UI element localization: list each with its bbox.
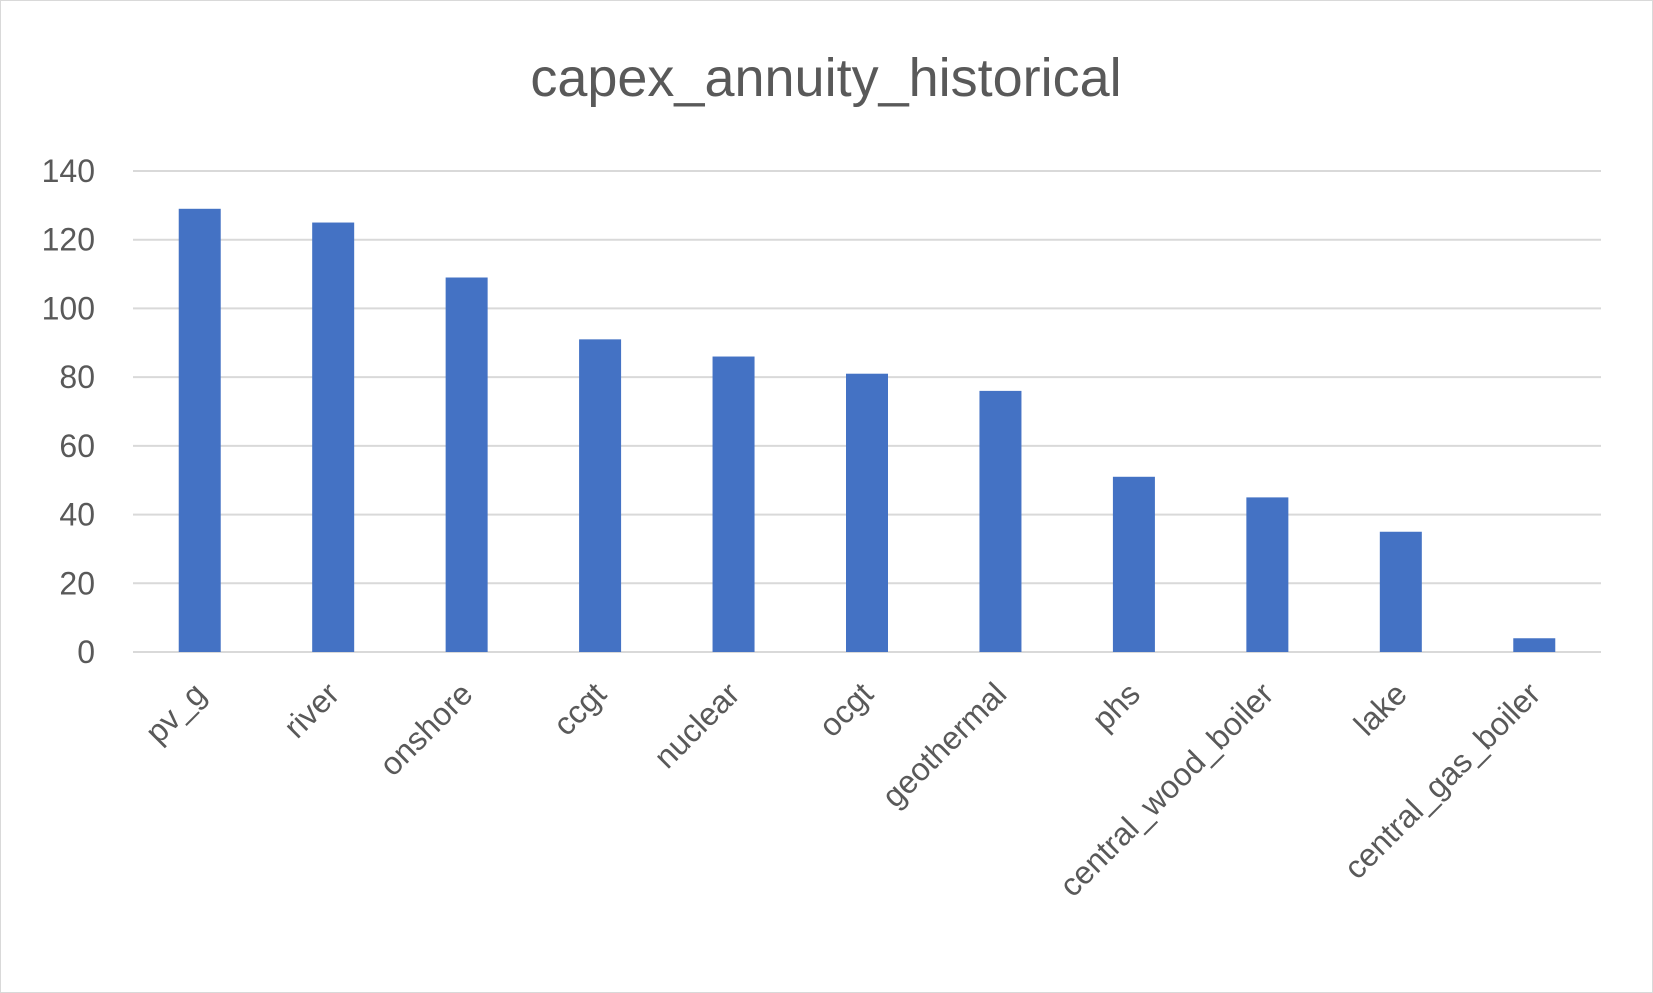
x-tick-label: onshore <box>372 675 479 782</box>
y-tick-label: 120 <box>42 222 95 258</box>
bar-onshore <box>445 277 488 652</box>
x-tick-label: lake <box>1347 675 1414 742</box>
y-tick-label: 0 <box>77 634 95 670</box>
x-tick-label: ccgt <box>546 675 613 742</box>
bar-river <box>312 222 355 653</box>
x-tick-label: river <box>277 675 347 745</box>
y-tick-label: 40 <box>59 497 95 533</box>
bar-central_wood_boiler <box>1246 497 1289 652</box>
bar-geothermal <box>979 390 1022 652</box>
y-tick-label: 60 <box>59 428 95 464</box>
bar-nuclear <box>712 356 755 652</box>
x-tick-label: pv_g <box>138 675 213 750</box>
bars <box>178 208 1556 653</box>
bar-lake <box>1379 531 1422 652</box>
chart-title: capex_annuity_historical <box>530 48 1121 108</box>
bar-central_gas_boiler <box>1513 638 1556 652</box>
y-tick-label: 80 <box>59 359 95 395</box>
x-axis-labels: pv_g river onshore ccgt nuclear ocgtgeotherma… <box>138 675 1547 903</box>
y-axis-ticks: 0 20 40 60 80 100 120 140 <box>42 153 95 670</box>
bar-phs <box>1112 476 1155 652</box>
y-tick-label: 20 <box>59 565 95 601</box>
x-tick-label: nuclear <box>647 675 747 775</box>
x-tick-label: phs <box>1085 675 1147 737</box>
x-tick-label: geothermal <box>875 675 1014 814</box>
y-tick-label: 140 <box>42 153 95 189</box>
x-tick-label: ocgt <box>812 675 880 743</box>
y-tick-label: 100 <box>42 290 95 326</box>
bar-pv_g <box>178 208 221 653</box>
bar-ocgt <box>846 373 888 652</box>
bar-ccgt <box>579 339 622 652</box>
